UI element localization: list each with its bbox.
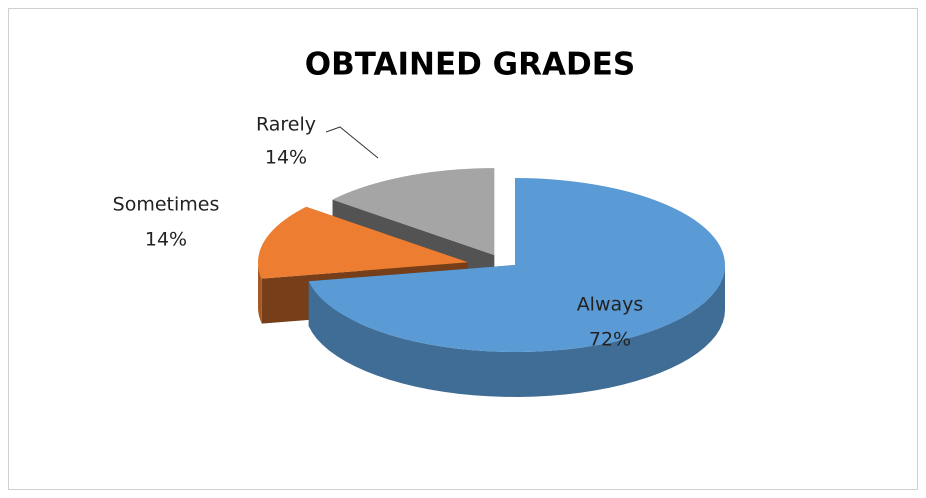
- chart-title: OBTAINED GRADES: [305, 47, 635, 83]
- category-label: Sometimes: [113, 194, 220, 216]
- pie-slice: [332, 168, 495, 256]
- category-label: Always: [577, 294, 644, 316]
- category-label: Rarely: [256, 114, 316, 136]
- leader-line: [325, 126, 379, 159]
- value-label: 72%: [589, 329, 631, 351]
- slice-side: [308, 265, 725, 397]
- slice-side: [258, 262, 262, 324]
- pie-slice: [258, 206, 469, 279]
- value-label: 14%: [145, 229, 187, 251]
- pie-slice: [308, 178, 725, 352]
- value-label: 14%: [265, 147, 307, 169]
